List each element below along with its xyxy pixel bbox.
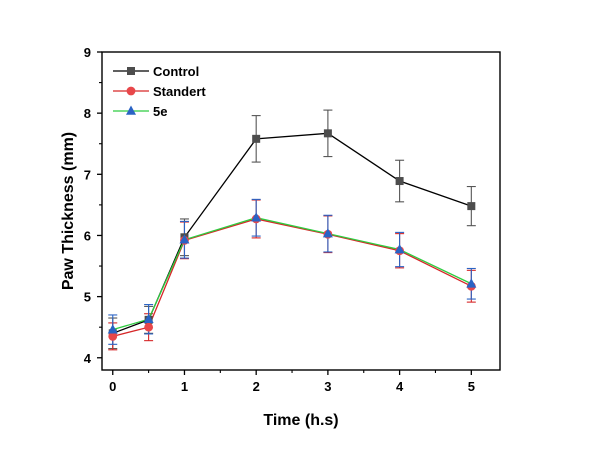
y-tick-label: 8 — [84, 106, 91, 121]
series-lines — [112, 132, 472, 337]
data-point-5e — [251, 212, 262, 222]
data-point-control — [252, 134, 261, 143]
y-tick-label: 4 — [84, 351, 92, 366]
legend-marker-5e — [126, 105, 136, 115]
series-line-control — [112, 132, 472, 334]
x-tick-label: 5 — [468, 379, 475, 394]
data-point-control — [467, 202, 476, 211]
data-point-control — [395, 177, 404, 186]
legend-item-5e: 5e — [113, 104, 167, 119]
axis-ticks: 0 1 2 3 4 5 4 5 6 7 8 9 — [84, 45, 475, 394]
y-tick-label: 9 — [84, 45, 91, 60]
legend-item-standert: Standert — [113, 84, 206, 99]
series-markers — [107, 129, 477, 341]
data-point-5e — [107, 324, 118, 334]
plot-frame — [101, 51, 501, 371]
data-point-standert — [144, 322, 154, 332]
error-bars — [108, 109, 476, 351]
series-line-5e — [112, 217, 472, 331]
data-point-5e — [179, 234, 190, 244]
data-point-5e — [466, 278, 477, 288]
x-axis-title: Time (h.s) — [263, 412, 338, 429]
legend-item-control: Control — [113, 64, 199, 79]
data-point-5e — [143, 313, 154, 324]
y-tick-label: 7 — [84, 167, 91, 182]
x-tick-label: 2 — [253, 379, 260, 394]
y-axis-title: Paw Thickness (mm) — [60, 132, 77, 290]
x-tick-label: 1 — [181, 379, 188, 394]
y-tick-label: 6 — [84, 228, 91, 243]
x-tick-label: 4 — [396, 379, 404, 394]
legend-marker-standert — [126, 86, 136, 96]
legend: Control Standert 5e — [113, 64, 206, 119]
legend-marker-control — [127, 67, 135, 75]
legend-label-5e: 5e — [153, 104, 167, 119]
x-tick-label: 0 — [109, 379, 116, 394]
x-tick-label: 3 — [324, 379, 331, 394]
legend-label-standert: Standert — [153, 84, 206, 99]
data-point-5e — [394, 244, 405, 254]
legend-label-control: Control — [153, 64, 199, 79]
y-tick-label: 5 — [84, 290, 91, 305]
data-point-standert — [108, 331, 118, 341]
data-point-control — [323, 129, 332, 138]
data-point-5e — [322, 228, 333, 238]
